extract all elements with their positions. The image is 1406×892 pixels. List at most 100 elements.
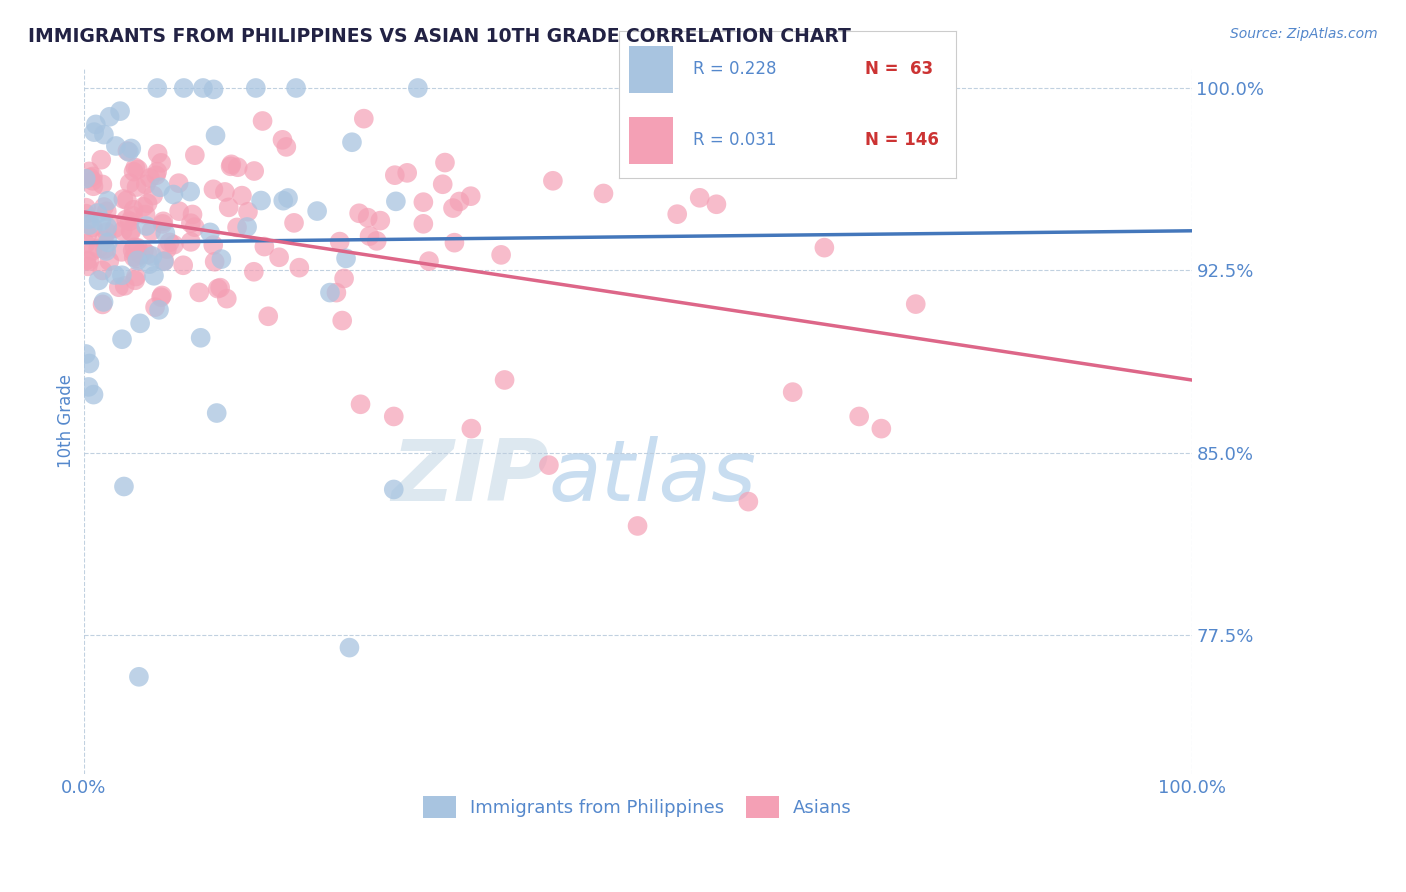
- Point: [93, 295, 115, 310]
- Point: [76, 260, 98, 274]
- Point: [110, 244, 132, 259]
- Point: [120, 141, 142, 155]
- Point: [204, 128, 226, 143]
- Point: [96, 244, 118, 258]
- Point: [276, 140, 298, 154]
- Point: [129, 316, 152, 330]
- Point: [626, 519, 648, 533]
- Point: [82, 169, 104, 184]
- Point: [138, 257, 160, 271]
- Point: [118, 214, 141, 228]
- Point: [870, 422, 893, 436]
- Point: [127, 162, 149, 177]
- Point: [537, 458, 560, 472]
- Point: [127, 253, 149, 268]
- Point: [150, 156, 173, 170]
- Point: [118, 176, 141, 190]
- Point: [79, 218, 101, 232]
- FancyBboxPatch shape: [628, 117, 672, 164]
- Point: [91, 263, 114, 277]
- Point: [335, 252, 357, 266]
- Y-axis label: 10th Grade: 10th Grade: [58, 375, 75, 468]
- Point: [349, 397, 371, 411]
- Point: [382, 409, 405, 424]
- Point: [84, 117, 107, 131]
- Point: [202, 182, 225, 196]
- Point: [813, 241, 835, 255]
- Point: [111, 224, 134, 238]
- Point: [148, 302, 170, 317]
- Point: [104, 268, 127, 282]
- Point: [167, 204, 190, 219]
- Point: [75, 201, 97, 215]
- Point: [122, 164, 145, 178]
- Point: [432, 178, 454, 192]
- Point: [183, 220, 205, 235]
- Point: [366, 234, 388, 248]
- Point: [104, 139, 127, 153]
- Text: R = 0.031: R = 0.031: [693, 131, 776, 149]
- Point: [77, 212, 100, 227]
- Point: [433, 155, 456, 169]
- Point: [218, 200, 240, 214]
- Point: [76, 227, 98, 242]
- Point: [190, 331, 212, 345]
- Point: [330, 313, 353, 327]
- Point: [155, 226, 177, 240]
- Point: [98, 254, 121, 268]
- Point: [143, 300, 166, 314]
- Point: [202, 82, 225, 96]
- Point: [146, 81, 169, 95]
- Point: [111, 332, 134, 346]
- Point: [333, 271, 356, 285]
- Point: [86, 206, 108, 220]
- Point: [146, 146, 169, 161]
- Point: [136, 196, 159, 211]
- Point: [406, 81, 429, 95]
- Point: [98, 110, 121, 124]
- Point: [163, 237, 186, 252]
- Point: [396, 166, 419, 180]
- Point: [146, 164, 169, 178]
- Point: [236, 204, 259, 219]
- Point: [132, 244, 155, 258]
- Point: [449, 194, 471, 209]
- Point: [120, 225, 142, 239]
- Point: [79, 253, 101, 268]
- Point: [340, 135, 363, 149]
- Point: [460, 189, 482, 203]
- Point: [782, 385, 804, 400]
- Point: [188, 285, 211, 300]
- Point: [75, 171, 97, 186]
- Point: [75, 347, 97, 361]
- Point: [159, 235, 181, 250]
- Point: [243, 265, 266, 279]
- Point: [285, 81, 308, 95]
- Point: [253, 239, 276, 253]
- Point: [205, 406, 228, 420]
- Point: [214, 185, 236, 199]
- Point: [207, 282, 229, 296]
- Point: [172, 258, 194, 272]
- Point: [494, 373, 516, 387]
- Point: [368, 213, 391, 227]
- Point: [252, 114, 274, 128]
- Point: [236, 219, 259, 234]
- Point: [129, 247, 152, 261]
- Point: [82, 174, 104, 188]
- Point: [125, 269, 148, 284]
- Point: [283, 216, 305, 230]
- Point: [689, 191, 711, 205]
- Point: [108, 280, 131, 294]
- Point: [112, 192, 135, 206]
- Point: [162, 187, 184, 202]
- Point: [77, 380, 100, 394]
- Point: [357, 211, 380, 225]
- Point: [167, 176, 190, 190]
- Point: [111, 268, 134, 283]
- Point: [94, 242, 117, 256]
- Point: [209, 280, 232, 294]
- Point: [135, 178, 157, 192]
- Point: [135, 208, 157, 222]
- Point: [82, 220, 104, 235]
